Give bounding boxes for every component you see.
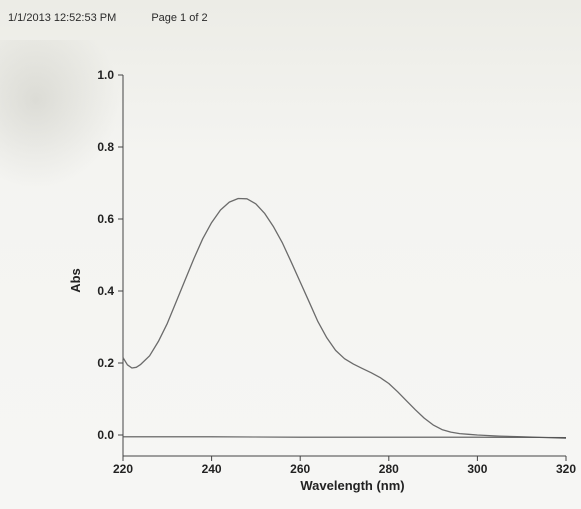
x-axis-title: Wavelength (nm) xyxy=(300,478,404,493)
chart-series xyxy=(122,197,567,439)
print-timestamp: 1/1/2013 12:52:53 PM xyxy=(8,12,117,24)
spectrum-line xyxy=(122,197,567,439)
chart-ticks: 220 240 260 280 300 320 0.0 0.2 0.4 0.6 0.8 1.0 xyxy=(97,68,576,476)
print-header: 1/1/2013 12:52:53 PM Page 1 of 2 xyxy=(8,12,240,24)
x-tick-label: 300 xyxy=(467,462,487,476)
x-tick-label: 220 xyxy=(113,462,133,476)
y-tick-label: 1.0 xyxy=(97,68,114,82)
page-indicator: Page 1 of 2 xyxy=(151,12,208,24)
paper-shading xyxy=(0,40,120,190)
y-tick-label: 0.8 xyxy=(97,140,114,154)
x-tick-label: 320 xyxy=(556,462,576,476)
x-tick-label: 260 xyxy=(290,462,310,476)
y-tick-label: 0.2 xyxy=(97,356,114,370)
baseline-line xyxy=(123,436,567,439)
x-tick-label: 280 xyxy=(379,462,399,476)
x-tick-label: 240 xyxy=(202,462,222,476)
y-tick-label: 0.0 xyxy=(97,428,114,442)
y-axis-title: Abs xyxy=(68,268,83,293)
y-tick-label: 0.4 xyxy=(97,284,114,298)
chart-axes xyxy=(122,75,566,457)
y-tick-label: 0.6 xyxy=(97,212,114,226)
